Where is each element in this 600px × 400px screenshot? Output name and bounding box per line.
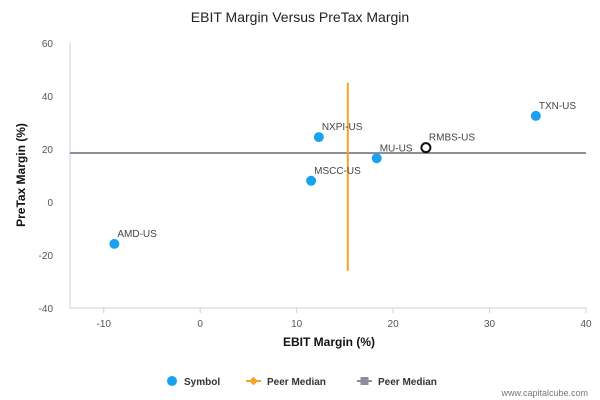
legend-label: Symbol [184,377,220,388]
x-tick-label: 0 [197,319,203,330]
x-tick-label: 10 [291,319,303,330]
y-axis-title: PreTax Margin (%) [14,123,28,227]
y-tick-label: 20 [42,145,54,156]
x-tick-label: -10 [97,319,112,330]
y-tick-label: 60 [42,39,54,50]
data-point-label: AMD-US [117,229,157,240]
x-tick-label: 20 [388,319,400,330]
legend-label: Peer Median [267,377,326,388]
legend-symbol-marker [167,376,177,386]
watermark: www.capitalcube.com [500,388,588,398]
y-tick-label: 0 [47,198,53,209]
legend-square-marker [360,377,369,385]
chart-title: EBIT Margin Versus PreTax Margin [191,9,409,25]
data-point-label: MU-US [380,143,413,154]
data-point [530,110,541,121]
y-tick-label: 40 [42,92,54,103]
data-point-label: MSCC-US [314,166,361,177]
data-point [306,175,317,186]
legend-diamond-marker [249,376,258,386]
x-axis-title: EBIT Margin (%) [283,335,375,349]
data-point [371,153,382,164]
legend-label: Peer Median [378,377,437,388]
data-point-label: RMBS-US [429,133,475,144]
x-tick-label: 40 [580,319,592,330]
y-tick-label: -20 [39,251,54,262]
data-point [313,132,324,143]
data-point-label: TXN-US [539,101,577,112]
legend: Symbol Peer Median Peer Median [167,376,437,388]
data-point-label: NXPI-US [322,122,363,133]
y-tick-label: -40 [39,304,54,315]
data-point [109,238,120,249]
x-tick-label: 30 [484,319,496,330]
plot-area: -10 0 10 20 30 40 -40 -20 0 20 40 60 TXN-US NXPI-US RM… [39,39,592,330]
data-point-highlight [420,142,432,154]
